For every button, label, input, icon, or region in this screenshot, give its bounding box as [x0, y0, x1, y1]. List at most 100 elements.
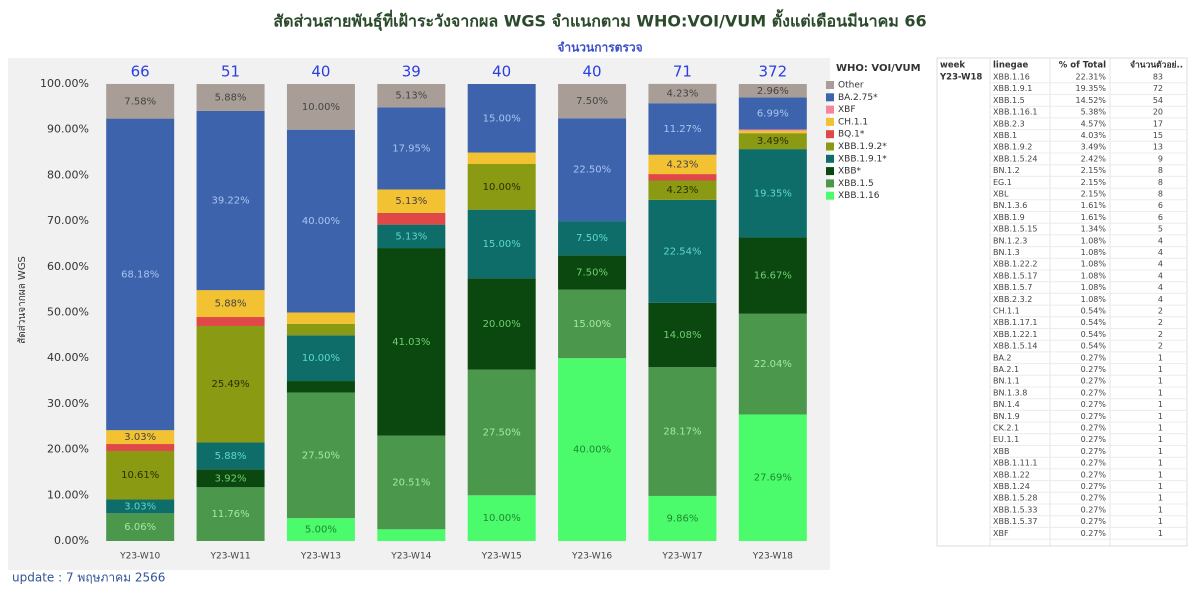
- bar-segment: [106, 444, 175, 451]
- bar-segment: [648, 302, 717, 368]
- legend-swatch: [826, 191, 834, 200]
- table-cell: BA.2: [993, 353, 1011, 362]
- bar-segment: [467, 209, 536, 279]
- bar-segment: [106, 83, 175, 119]
- legend-swatch: [826, 105, 834, 114]
- x-tick-label: Y23-W15: [481, 552, 522, 562]
- table-cell: 6: [1158, 213, 1163, 222]
- data-label: 20.00%: [483, 319, 521, 330]
- table-cell: 1.08%: [1081, 248, 1107, 257]
- bar-segment: [377, 212, 446, 225]
- data-label: 4.23%: [667, 185, 699, 196]
- table-cell: 2: [1158, 307, 1163, 316]
- table-cell: 17: [1153, 119, 1163, 128]
- table-cell: 0.27%: [1081, 505, 1107, 514]
- table-cell: XBB.1.5.14: [993, 342, 1037, 351]
- legend-swatch: [826, 167, 834, 176]
- table-cell: 5.38%: [1081, 108, 1107, 117]
- y-tick-label: 0.00%: [54, 534, 89, 547]
- data-label: 11.27%: [663, 124, 701, 135]
- count-label: 71: [673, 63, 692, 81]
- table-cell: XBF: [993, 529, 1009, 538]
- table-cell: 4: [1158, 236, 1163, 245]
- data-label: 5.00%: [305, 525, 337, 536]
- data-label: 7.50%: [576, 233, 608, 244]
- table-cell: 2: [1158, 342, 1163, 351]
- legend-swatch: [826, 93, 834, 102]
- table-cell: 20: [1153, 108, 1163, 117]
- x-tick-label: Y23-W16: [571, 552, 612, 562]
- bar-segment: [738, 237, 807, 314]
- x-tick-label: Y23-W14: [390, 552, 431, 562]
- table-cell: BN.1.3.8: [993, 388, 1027, 397]
- bar-segment: [738, 313, 807, 415]
- bar-segment: [196, 317, 265, 326]
- data-label: 19.35%: [754, 188, 792, 199]
- table-cell: 0.27%: [1081, 482, 1107, 491]
- y-tick-label: 80.00%: [47, 168, 89, 181]
- bar-segment: [558, 358, 627, 541]
- table-cell: 9: [1158, 154, 1163, 163]
- table-cell: 4: [1158, 271, 1163, 280]
- data-label: 5.13%: [395, 196, 427, 207]
- data-label: 39.22%: [211, 196, 249, 207]
- table-cell: 72: [1153, 84, 1163, 93]
- bar-segment: [286, 381, 355, 393]
- table-cell: 4: [1158, 295, 1163, 304]
- table-cell: 1: [1158, 517, 1163, 526]
- y-tick-label: 70.00%: [47, 214, 89, 227]
- table-cell: 0.27%: [1081, 424, 1107, 433]
- table-cell: 1: [1158, 494, 1163, 503]
- legend-label: XBB.1.16: [838, 191, 880, 201]
- table-cell: 13: [1153, 143, 1163, 152]
- data-label: 3.03%: [124, 501, 156, 512]
- data-label: 16.67%: [754, 271, 792, 282]
- bar-segment: [467, 495, 536, 541]
- data-label: 5.88%: [215, 451, 247, 462]
- bar-segment: [648, 154, 717, 175]
- table-header: linegae: [993, 61, 1028, 71]
- count-label: 40: [311, 63, 330, 81]
- y-tick-label: 20.00%: [47, 443, 89, 456]
- bar-segment: [286, 312, 355, 324]
- table-cell: 5: [1158, 225, 1163, 234]
- data-label: 10.61%: [121, 470, 159, 481]
- table-cell: 1: [1158, 365, 1163, 374]
- y-tick-label: 40.00%: [47, 351, 89, 364]
- count-label: 40: [492, 63, 511, 81]
- data-label: 68.18%: [121, 269, 159, 280]
- data-label: 7.50%: [576, 96, 608, 107]
- table-cell: XBB.1.5.17: [993, 271, 1037, 280]
- count-label: 51: [221, 63, 240, 81]
- table-cell: 1.08%: [1081, 283, 1107, 292]
- bar-segment: [106, 118, 175, 431]
- data-label: 5.88%: [215, 299, 247, 310]
- legend-swatch: [826, 130, 834, 139]
- bar-segment: [558, 255, 627, 290]
- table-frame: [936, 57, 1188, 547]
- data-label: 5.13%: [395, 91, 427, 102]
- bar-segment: [738, 149, 807, 238]
- bar-segment: [558, 118, 627, 222]
- data-label: 40.00%: [573, 445, 611, 456]
- legend-label: XBF: [838, 105, 856, 115]
- data-label: 3.03%: [124, 432, 156, 443]
- bar-segment: [286, 84, 355, 130]
- count-label: 372: [758, 63, 787, 81]
- bar-segment: [377, 248, 446, 436]
- table-cell: 1: [1158, 424, 1163, 433]
- table-cell: 54: [1153, 96, 1163, 105]
- bar-segment: [467, 84, 536, 153]
- table-cell: 2.15%: [1081, 190, 1107, 199]
- table-cell: XBB.1.16: [993, 73, 1030, 82]
- legend-label: Other: [838, 81, 864, 91]
- table-cell: BN.1.1: [993, 377, 1020, 386]
- table-cell: 4.57%: [1081, 119, 1107, 128]
- data-label: 4.23%: [667, 89, 699, 100]
- bar-segment: [106, 513, 175, 541]
- bar-segment: [738, 97, 807, 130]
- table-cell: XBB.1.22: [993, 470, 1030, 479]
- data-label: 17.95%: [392, 143, 430, 154]
- data-label: 27.50%: [483, 427, 521, 438]
- data-label: 40.00%: [302, 216, 340, 227]
